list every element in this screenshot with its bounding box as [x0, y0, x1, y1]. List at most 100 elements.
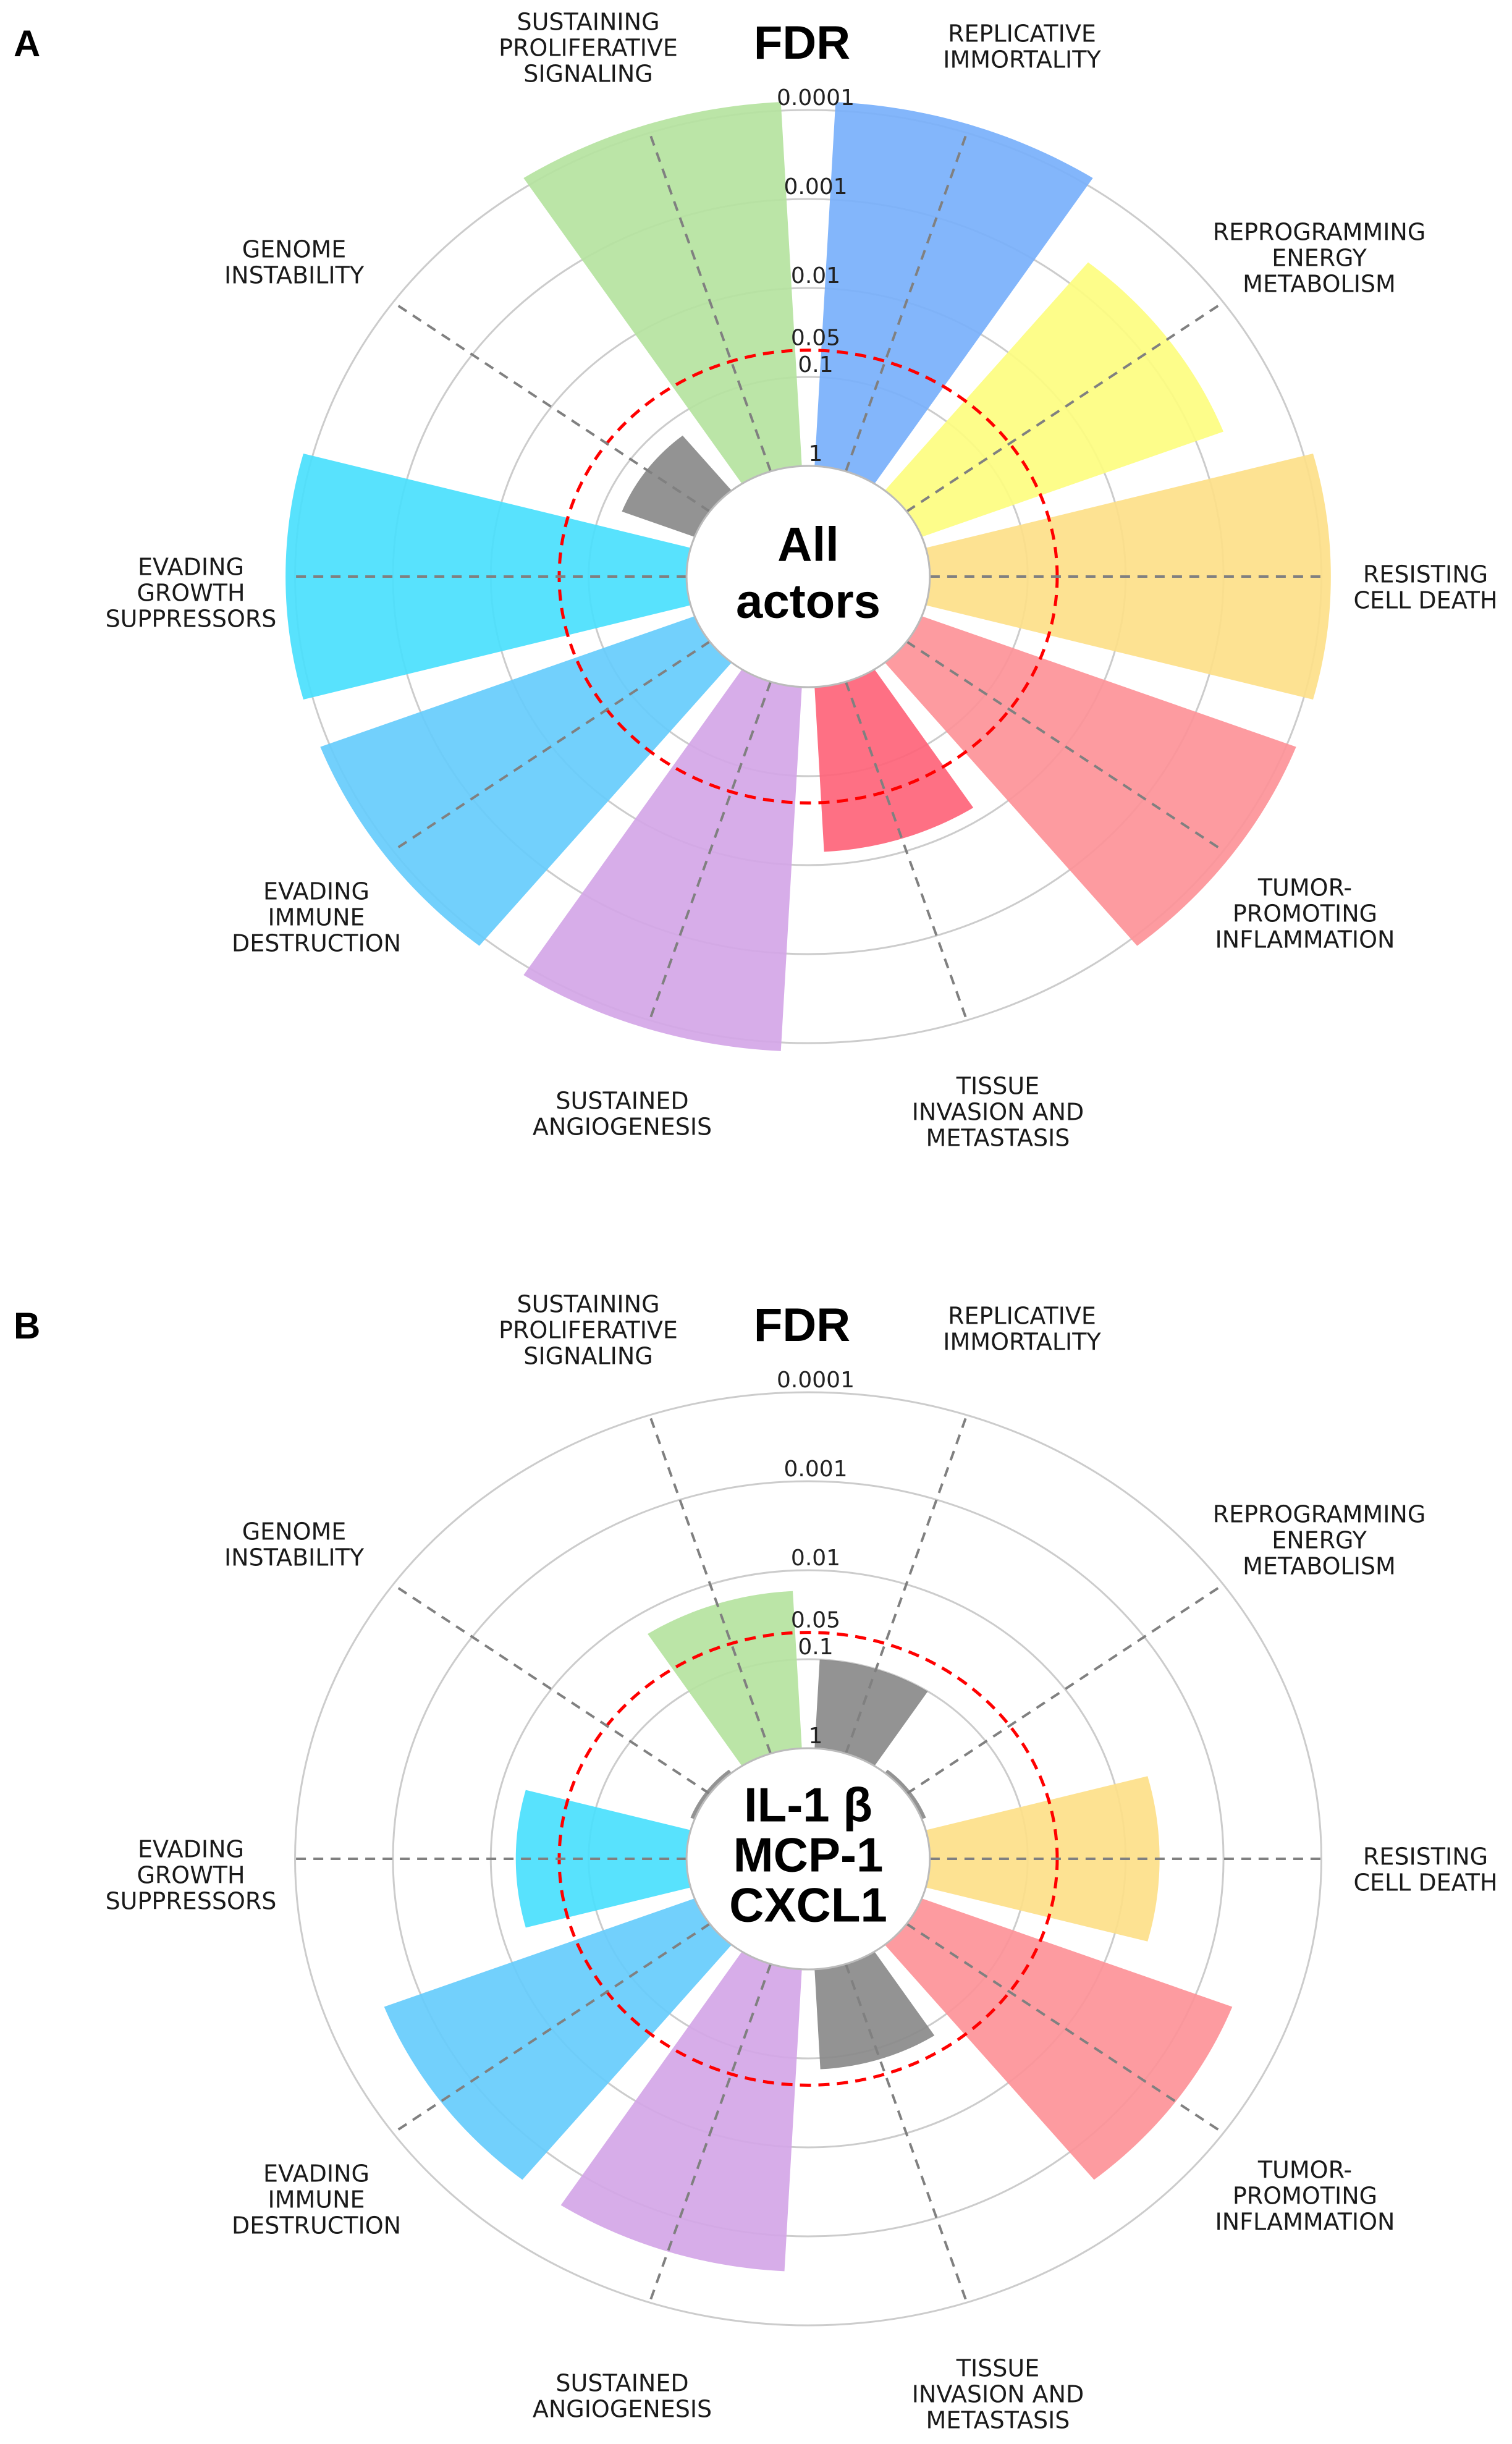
category-label: EVADING	[138, 554, 244, 581]
bar	[523, 102, 802, 484]
category-axis-line	[906, 301, 1224, 513]
category-axis-line	[906, 640, 1224, 852]
grid-ring	[392, 1480, 1225, 2238]
category-axis-line	[392, 640, 711, 852]
bar	[884, 262, 1223, 537]
category-label: INSTABILITY	[224, 262, 365, 289]
category-label: INSTABILITY	[224, 1544, 365, 1571]
category-axis-line	[906, 1583, 1224, 1795]
category-axis-line	[392, 301, 711, 513]
category-label: TUMOR-	[1257, 874, 1352, 902]
center-label: MCP-1	[733, 1828, 884, 1882]
category-label: TISSUE	[956, 1073, 1039, 1100]
category-axis-line	[648, 681, 772, 1021]
bar	[814, 1659, 928, 1766]
category-label: INVASION AND	[912, 1099, 1084, 1126]
center-hole	[685, 1747, 931, 1971]
panel-a: 0.0001 0.001 0.01 0.050.1 1 SUSTAININGPROLIFE…	[14, 9, 1498, 1152]
radial-tick-label: 0.05	[791, 326, 840, 351]
radial-tick-label: 0.0001	[777, 85, 855, 111]
bar	[622, 435, 732, 537]
category-label: IMMUNE	[268, 904, 365, 931]
category-label: IMMORTALITY	[943, 1329, 1101, 1356]
radial-tick-label: 0.001	[783, 1457, 847, 1482]
category-label: METASTASIS	[926, 2407, 1070, 2434]
category-label: EVADING	[263, 878, 370, 905]
panel-b: 0.0001 0.001 0.01 0.050.1 1 SUSTAININGPROLIFE…	[14, 1291, 1498, 2434]
radial-tick-label: 0.001	[783, 174, 847, 200]
category-label: SUPPRESSORS	[106, 606, 277, 633]
category-label: RESISTING	[1363, 1843, 1488, 1871]
category-label: EVADING	[138, 1836, 244, 1863]
radial-tick-label: 0.1	[798, 352, 833, 378]
bar	[814, 102, 1093, 484]
bar	[814, 669, 974, 852]
center-hole	[685, 465, 931, 688]
category-label: IMMORTALITY	[943, 46, 1101, 74]
category-label: SUSTAINING	[517, 1291, 659, 1318]
category-label: RESISTING	[1363, 561, 1488, 588]
radial-tick-label: 0.01	[791, 263, 840, 289]
category-label: ANGIOGENESIS	[533, 2396, 712, 2423]
radial-tick-label: 0.01	[791, 1545, 840, 1571]
category-label: GROWTH	[137, 580, 245, 607]
category-label: INFLAMMATION	[1215, 926, 1395, 953]
category-label: ENERGY	[1272, 1527, 1367, 1554]
chart-title: FDR	[754, 17, 850, 69]
category-label: GROWTH	[137, 1862, 245, 1889]
category-axis-line	[648, 132, 772, 472]
radial-tick-label: 1	[809, 441, 823, 467]
category-axis-line	[648, 1414, 772, 1754]
radial-tick-label: 0.1	[798, 1634, 833, 1660]
category-axis-line	[844, 681, 968, 1021]
category-label: CELL DEATH	[1353, 587, 1497, 614]
category-label: ANGIOGENESIS	[533, 1114, 712, 1141]
bar	[814, 1951, 935, 2070]
bar	[384, 1898, 732, 2180]
category-label: PROMOTING	[1233, 2183, 1377, 2210]
category-axis-line	[844, 132, 968, 472]
category-label: SIGNALING	[523, 1343, 653, 1370]
category-label: METABOLISM	[1243, 271, 1396, 298]
center-label: All	[777, 517, 839, 572]
category-label: PROMOTING	[1233, 900, 1377, 928]
radial-tick-label: 0.0001	[777, 1368, 855, 1393]
category-label: SUSTAINED	[555, 1088, 688, 1115]
category-label: IMMUNE	[268, 2186, 365, 2214]
category-label: REPROGRAMMING	[1213, 1501, 1426, 1528]
category-label: TUMOR-	[1257, 2157, 1352, 2184]
grid-ring	[294, 1391, 1322, 2327]
radial-tick-label: 1	[809, 1723, 823, 1749]
bar	[884, 1898, 1233, 2180]
category-label: METASTASIS	[926, 1125, 1070, 1152]
center-label: IL-1 β	[744, 1778, 872, 1832]
category-label: DESTRUCTION	[232, 930, 401, 957]
category-label: TISSUE	[956, 2355, 1039, 2382]
category-label: DESTRUCTION	[232, 2212, 401, 2239]
category-label: INVASION AND	[912, 2381, 1084, 2408]
bar	[523, 669, 802, 1051]
bar	[884, 616, 1296, 946]
panel-label: B	[14, 1305, 40, 1347]
category-label: ENERGY	[1272, 245, 1367, 272]
category-axis-line	[906, 1922, 1224, 2134]
bar	[648, 1591, 802, 1766]
bar	[560, 1951, 802, 2272]
category-label: EVADING	[263, 2160, 370, 2188]
bar	[320, 616, 732, 946]
center-label: CXCL1	[729, 1878, 887, 1932]
category-label: SUSTAINING	[517, 9, 659, 36]
center-label: actors	[736, 574, 881, 628]
category-axis-line	[392, 1922, 711, 2134]
category-label: METABOLISM	[1243, 1553, 1396, 1580]
category-axis-line	[844, 1963, 968, 2303]
category-axis-line	[844, 1414, 968, 1754]
category-axis-line	[648, 1963, 772, 2303]
category-label: REPLICATIVE	[948, 1303, 1096, 1330]
category-label: GENOME	[242, 236, 347, 263]
category-label: PROLIFERATIVE	[499, 1317, 678, 1344]
category-axis-line	[392, 1583, 711, 1795]
category-label: SIGNALING	[523, 61, 653, 88]
radial-tick-label: 0.05	[791, 1608, 840, 1633]
